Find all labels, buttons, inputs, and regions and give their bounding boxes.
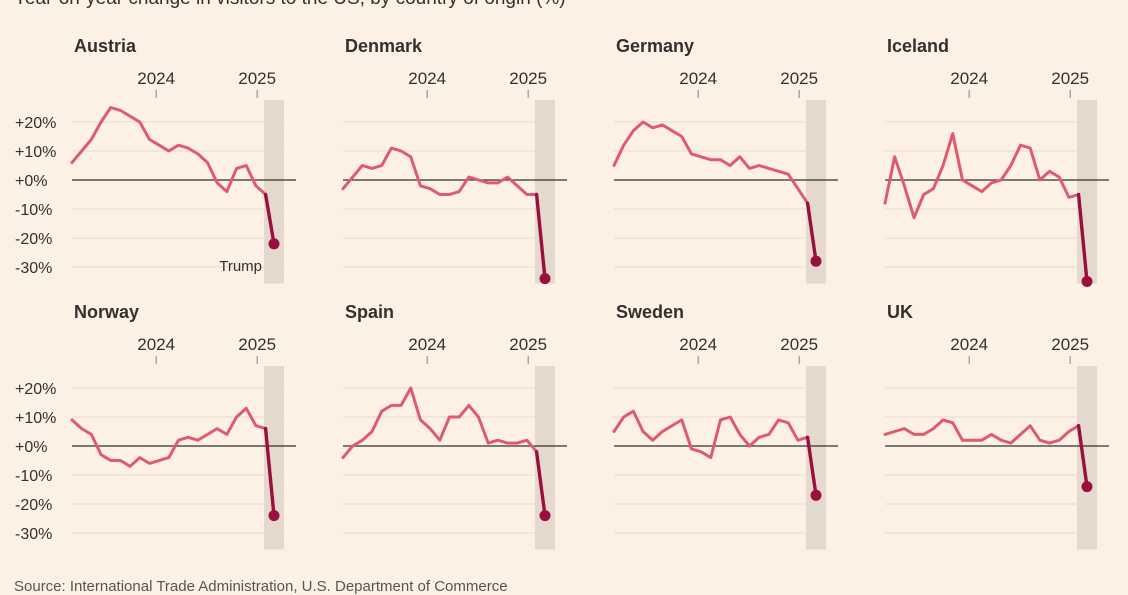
panel-iceland: 2024 2025 Iceland [885,36,1109,287]
panel-spain: 2024 2025 Spain [343,302,567,550]
x-tick-label: 2025 [1051,335,1089,354]
series-endpoint [1082,276,1093,287]
series-endpoint [811,256,822,267]
x-tick-label: 2024 [950,69,988,88]
series-line [614,411,808,457]
panel-austria: 2024 2025 +20% +10% +0% -10% -20% -30% Austria Tr… [15,36,296,284]
x-tick-label: 2024 [137,69,175,88]
x-tick-label: 2025 [238,335,276,354]
y-tick-label: -20% [15,231,52,248]
x-tick-label: 2024 [679,335,717,354]
panel-norway: 2024 2025 +20% +10% +0% -10% -20% -30% Norway [15,302,296,550]
x-tick-label: 2024 [408,69,446,88]
series-endpoint [811,490,822,501]
y-tick-label: +20% [15,115,56,132]
y-tick-label: +10% [15,144,56,161]
panel-title: Spain [345,302,394,322]
series-endpoint [1082,481,1093,492]
x-tick-label: 2025 [780,69,818,88]
shaded-period [1077,100,1097,284]
panel-denmark: 2024 2025 Denmark [343,36,567,284]
annotation-label: Trump [219,258,262,275]
series-line [343,388,537,458]
x-tick-label: 2024 [950,335,988,354]
series-endpoint [540,510,551,521]
panel-germany: 2024 2025 Germany [614,36,838,284]
x-tick-label: 2024 [408,335,446,354]
x-tick-label: 2025 [238,69,276,88]
panel-sweden: 2024 2025 Sweden [614,302,838,550]
y-tick-label: -10% [15,468,52,485]
y-tick-label: -20% [15,497,52,514]
series-line [885,420,1079,443]
series-line [885,134,1079,218]
source-note: Source: International Trade Administrati… [14,578,508,595]
y-tick-label: -30% [15,526,52,543]
y-tick-label: +0% [15,173,47,190]
shaded-period [264,100,284,284]
series-endpoint [269,238,280,249]
panel-uk: 2024 2025 UK [885,302,1109,550]
x-tick-label: 2025 [509,335,547,354]
y-tick-label: +10% [15,410,56,427]
panel-title: Denmark [345,36,423,56]
shaded-period [535,100,555,284]
x-tick-label: 2025 [1051,69,1089,88]
y-tick-label: +20% [15,381,56,398]
series-line [343,148,537,194]
panel-title: Sweden [616,302,684,322]
panel-title: Austria [74,36,137,56]
panel-title: Germany [616,36,694,56]
series-endpoint [540,273,551,284]
series-line [614,122,808,203]
series-endpoint [269,510,280,521]
y-tick-label: -10% [15,202,52,219]
y-tick-label: +0% [15,439,47,456]
panel-title: Iceland [887,36,949,56]
x-tick-label: 2024 [679,69,717,88]
y-tick-label: -30% [15,260,52,277]
x-tick-label: 2025 [509,69,547,88]
panel-title: Norway [74,302,139,322]
x-tick-label: 2025 [780,335,818,354]
shaded-period [1077,366,1097,550]
panel-title: UK [887,302,913,322]
x-tick-label: 2024 [137,335,175,354]
